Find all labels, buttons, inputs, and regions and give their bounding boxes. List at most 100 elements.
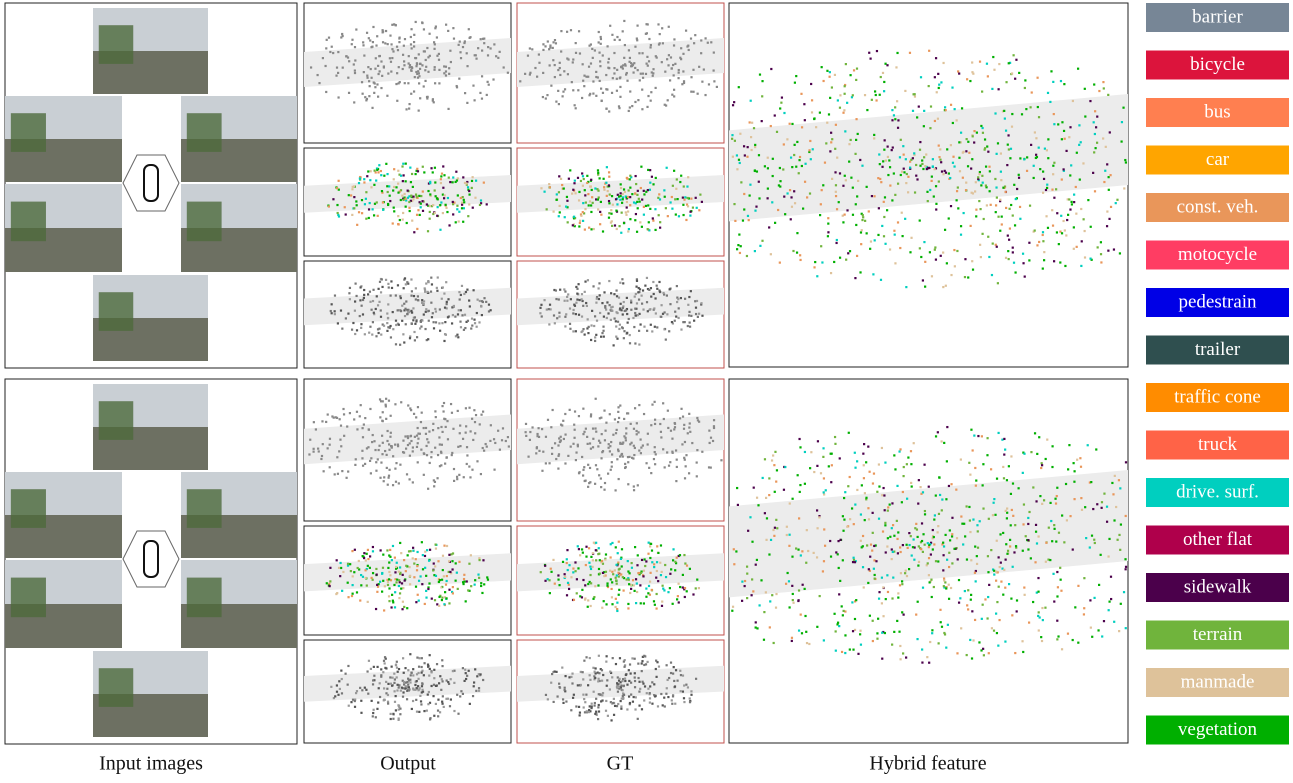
point <box>403 606 405 608</box>
point <box>379 477 381 479</box>
point <box>558 316 560 318</box>
point <box>999 533 1001 535</box>
point <box>628 695 630 697</box>
point <box>1028 621 1030 623</box>
point <box>432 321 434 323</box>
point <box>458 561 460 563</box>
point <box>558 298 560 300</box>
point <box>610 719 612 721</box>
point <box>838 625 840 627</box>
figure: barrierbicyclebuscarconst. veh.motocycle… <box>0 0 1293 783</box>
point <box>1003 569 1005 571</box>
point <box>855 139 857 141</box>
point <box>390 61 392 63</box>
point <box>808 643 810 645</box>
point <box>683 199 685 201</box>
point <box>363 294 365 296</box>
point <box>544 45 546 47</box>
point <box>603 189 605 191</box>
point <box>841 605 843 607</box>
point <box>581 172 583 174</box>
point <box>334 473 336 475</box>
point <box>738 159 740 161</box>
point <box>816 556 818 558</box>
point <box>386 322 388 324</box>
point <box>645 462 647 464</box>
point <box>1008 465 1010 467</box>
point <box>585 564 587 566</box>
point <box>608 176 610 178</box>
point <box>986 204 988 206</box>
caption: Output <box>380 753 436 775</box>
point <box>761 240 763 242</box>
point <box>737 504 739 506</box>
point <box>501 439 503 441</box>
point <box>939 159 941 161</box>
point <box>773 642 775 644</box>
point <box>396 661 398 663</box>
point <box>696 300 698 302</box>
point <box>603 410 605 412</box>
point <box>892 551 894 553</box>
point <box>1069 515 1071 517</box>
point <box>566 200 568 202</box>
point <box>351 595 353 597</box>
point <box>953 165 955 167</box>
point <box>629 178 631 180</box>
point <box>967 141 969 143</box>
point <box>587 443 589 445</box>
point <box>403 559 405 561</box>
point <box>656 661 658 663</box>
point <box>775 480 777 482</box>
point <box>955 489 957 491</box>
point <box>347 665 349 667</box>
point <box>899 247 901 249</box>
point <box>392 50 394 52</box>
point <box>972 639 974 641</box>
point <box>1058 532 1060 534</box>
point <box>799 446 801 448</box>
point <box>620 232 622 234</box>
point <box>351 329 353 331</box>
point <box>465 291 467 293</box>
point <box>371 107 373 109</box>
point <box>350 570 352 572</box>
point <box>927 167 929 169</box>
point <box>688 472 690 474</box>
point <box>891 502 893 504</box>
point <box>800 554 802 556</box>
point <box>429 462 431 464</box>
point <box>586 175 588 177</box>
point <box>903 168 905 170</box>
point <box>1045 189 1047 191</box>
point <box>401 165 403 167</box>
point <box>423 662 425 664</box>
point <box>976 563 978 565</box>
point <box>373 184 375 186</box>
point <box>378 445 380 447</box>
point <box>558 191 560 193</box>
point <box>569 323 571 325</box>
point <box>598 710 600 712</box>
point <box>564 316 566 318</box>
point <box>387 303 389 305</box>
point <box>339 562 341 564</box>
point <box>1108 218 1110 220</box>
point <box>920 256 922 258</box>
point <box>878 518 880 520</box>
point <box>370 186 372 188</box>
point <box>380 170 382 172</box>
point <box>564 88 566 90</box>
point <box>634 676 636 678</box>
point <box>819 112 821 114</box>
point <box>1007 134 1009 136</box>
point <box>1013 262 1015 264</box>
point <box>474 579 476 581</box>
point <box>647 443 649 445</box>
point <box>407 309 409 311</box>
point <box>576 298 578 300</box>
point <box>791 556 793 558</box>
point <box>674 311 676 313</box>
point <box>374 82 376 84</box>
point <box>372 572 374 574</box>
